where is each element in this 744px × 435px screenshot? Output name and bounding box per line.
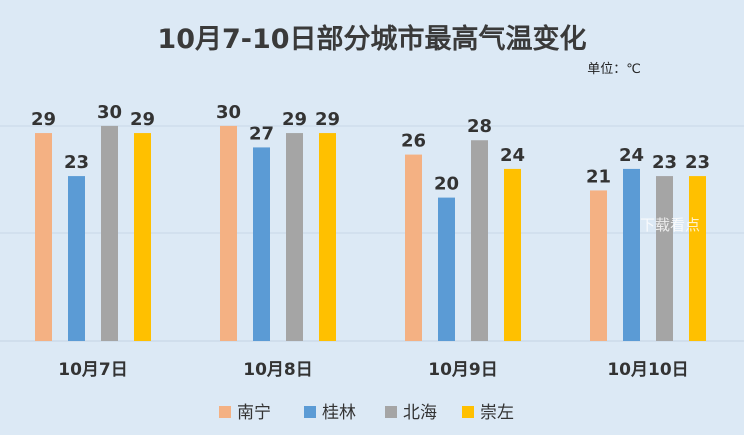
data-label: 30 <box>216 102 241 123</box>
bar <box>253 147 270 341</box>
data-label: 24 <box>619 145 644 166</box>
legend-label: 南宁 <box>237 403 271 423</box>
data-label: 29 <box>282 109 307 130</box>
data-label: 26 <box>401 131 426 152</box>
legend-swatch <box>219 406 231 418</box>
bar <box>35 133 52 341</box>
bar <box>438 197 455 341</box>
watermark-text: 下载看点 <box>640 216 700 234</box>
category-label: 10月10日 <box>607 360 688 380</box>
data-label: 20 <box>434 174 459 195</box>
legend-swatch <box>304 406 316 418</box>
data-label: 29 <box>31 109 56 130</box>
bar <box>623 168 640 341</box>
data-label: 29 <box>315 109 340 130</box>
legend-label: 桂林 <box>322 403 356 423</box>
legend-swatch <box>385 406 397 418</box>
bar <box>689 176 706 341</box>
data-label: 27 <box>249 123 274 144</box>
legend-label: 崇左 <box>480 403 514 423</box>
legend: 南宁 桂林 北海 崇左 <box>219 403 514 423</box>
unit-label: 单位：℃ <box>587 62 641 77</box>
bar <box>590 190 607 341</box>
data-label: 24 <box>500 145 525 166</box>
bar <box>405 154 422 341</box>
category-label: 10月8日 <box>243 360 313 380</box>
category-label: 10月7日 <box>58 360 128 380</box>
bar <box>134 133 151 341</box>
bar <box>656 176 673 341</box>
data-label: 23 <box>64 152 89 173</box>
bars-group <box>35 125 706 342</box>
bar <box>471 140 488 341</box>
data-label: 30 <box>97 102 122 123</box>
value-labels: 29 23 30 29 30 27 29 29 26 20 28 24 21 24 23 23 <box>31 102 710 195</box>
data-label: 21 <box>586 166 611 187</box>
bar <box>504 168 521 341</box>
data-label: 28 <box>467 116 492 137</box>
bar <box>101 125 118 342</box>
bar <box>68 176 85 341</box>
legend-label: 北海 <box>403 403 437 423</box>
data-label: 29 <box>130 109 155 130</box>
bar <box>286 133 303 341</box>
category-labels: 10月7日 10月8日 10月9日 10月10日 <box>58 360 688 380</box>
bar <box>220 125 237 342</box>
data-label: 23 <box>652 152 677 173</box>
bar <box>319 133 336 341</box>
legend-swatch <box>462 406 474 418</box>
data-label: 23 <box>685 152 710 173</box>
category-label: 10月9日 <box>428 360 498 380</box>
chart-title: 10月7-10日部分城市最高气温变化 <box>157 23 586 55</box>
gridlines <box>0 125 744 234</box>
